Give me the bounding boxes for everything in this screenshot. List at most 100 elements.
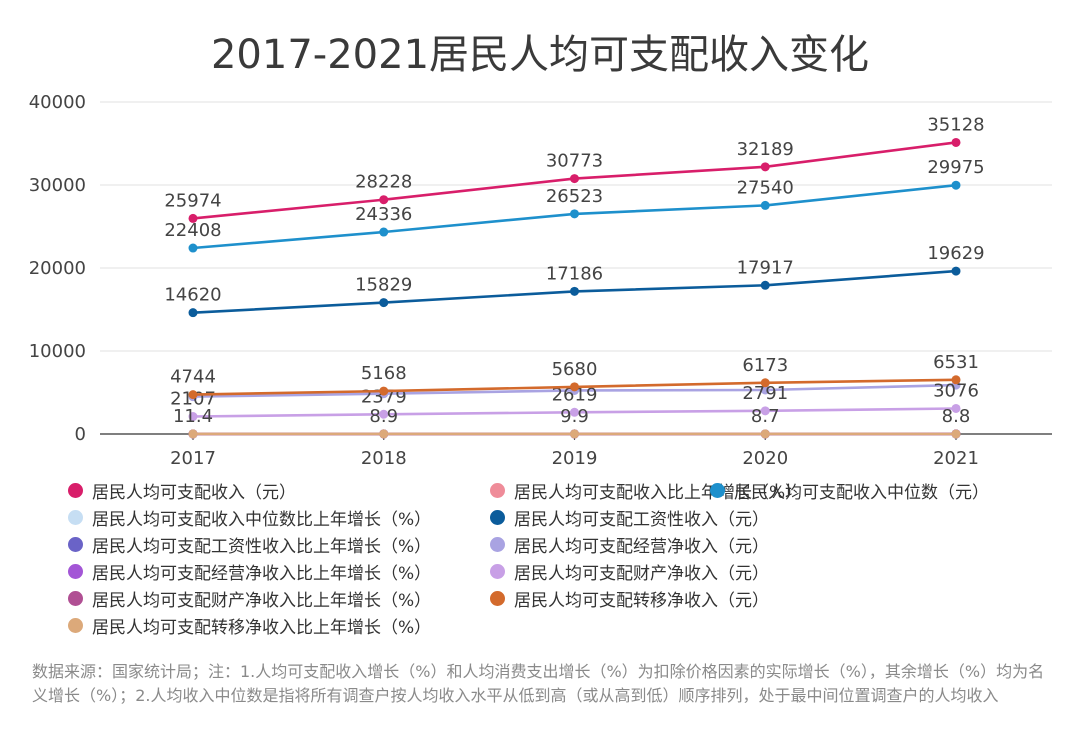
data-point [379,386,389,396]
legend-label: 居民人均可支配财产净收入比上年增长（%） [92,591,432,611]
legend-label: 居民人均可支配收入比上年增长（%） [514,483,803,503]
data-point [760,280,770,290]
legend-item: 居民人均可支配转移净收入（元） [490,586,769,611]
legend-label: 居民人均可支配工资性收入比上年增长（%） [92,537,432,557]
data-label: 15829 [355,275,412,296]
data-point [188,308,198,318]
data-label: 8.8 [942,406,971,427]
legend-swatch [68,564,83,579]
data-label: 24336 [355,204,412,225]
y-tick-label: 30000 [29,175,86,196]
data-label: 14620 [164,285,221,306]
data-point [570,382,579,392]
data-label: 2791 [742,383,788,404]
data-label: 19629 [927,243,984,264]
legend-swatch [490,483,505,498]
data-label: 25974 [164,190,221,211]
legend-label: 居民人均可支配收入中位数比上年增长（%） [92,510,432,530]
data-point [188,213,198,223]
data-point [188,390,198,400]
data-label: 17917 [737,257,794,278]
data-label: 26523 [546,186,603,207]
x-tick-label: 2018 [361,448,407,469]
y-tick-label: 40000 [29,92,86,113]
legend-item: 居民人均可支配收入中位数比上年增长（%） [68,505,431,530]
legend-item: 居民人均可支配财产净收入（元） [490,559,769,584]
legend-swatch [68,483,83,498]
legend-swatch [68,618,83,633]
data-point [951,180,961,190]
data-label: 22408 [164,220,221,241]
x-tick-label: 2017 [170,448,216,469]
legend-label: 居民人均可支配收入中位数（元） [734,483,989,503]
data-point [760,406,770,416]
legend-item: 居民人均可支配转移净收入比上年增长（%） [68,613,431,638]
data-point [760,429,770,439]
x-tick-label: 2019 [552,448,598,469]
data-label: 28228 [355,172,412,193]
data-point [188,412,198,422]
legend-item: 居民人均可支配经营净收入比上年增长（%） [68,559,431,584]
source-note: 数据来源：国家统计局；注：1.人均可支配收入增长（%）和人均消费支出增长（%）为… [32,662,1045,705]
data-label: 8.7 [751,406,780,427]
legend-label: 居民人均可支配经营净收入（元） [514,537,769,557]
legend-item: 居民人均可支配经营净收入（元） [490,532,769,557]
legend-item: 居民人均可支配收入中位数（元） [710,478,989,503]
data-point [379,429,389,439]
data-label: 8.9 [369,406,398,427]
legend-item: 居民人均可支配收入（元） [68,478,296,503]
data-label: 11.4 [173,406,213,427]
legend-item: 居民人均可支配收入比上年增长（%） [490,478,802,503]
data-label: 5680 [552,359,598,380]
legend-swatch [68,510,83,525]
y-tick-label: 10000 [29,341,86,362]
data-point [570,174,579,184]
legend-label: 居民人均可支配转移净收入比上年增长（%） [92,618,432,638]
legend-label: 居民人均可支配财产净收入（元） [514,564,769,584]
data-point [951,266,961,276]
data-point [760,378,770,388]
data-label: 5168 [361,363,407,384]
data-point [379,227,389,237]
legend-swatch [490,537,505,552]
legend-swatch [490,510,505,525]
legend-item: 居民人均可支配工资性收入比上年增长（%） [68,532,431,557]
data-label: 35128 [927,114,984,135]
legend-label: 居民人均可支配收入（元） [92,483,296,503]
data-label: 2619 [552,384,598,405]
legend-label: 居民人均可支配经营净收入比上年增长（%） [92,564,432,584]
data-point [379,195,389,205]
data-label: 3076 [933,380,979,401]
data-label: 17186 [546,263,603,284]
data-label: 4744 [170,367,216,388]
y-tick-label: 20000 [29,258,86,279]
chart-title: 2017-2021居民人均可支配收入变化 [210,32,870,78]
data-point [760,200,770,210]
data-point [570,429,579,439]
data-point [188,243,198,253]
y-tick-label: 0 [75,424,86,445]
data-point [188,429,198,439]
data-point [760,162,770,172]
legend-label: 居民人均可支配工资性收入（元） [514,510,769,530]
data-point [570,286,579,296]
line-chart: 0 10000 20000 30000 40000 2017 2018 2019 2020 202… [29,92,1052,469]
data-label: 6531 [933,352,979,373]
data-label: 29975 [927,157,984,178]
x-tick-label: 2021 [933,448,979,469]
legend-swatch [68,537,83,552]
data-label: 32189 [737,139,794,160]
data-point [379,298,389,308]
data-point [951,375,961,385]
data-point [760,385,770,395]
data-point [570,407,579,417]
data-label: 6173 [742,355,788,376]
legend-swatch [68,591,83,606]
data-label: 9.9 [560,406,589,427]
x-tick-label: 2020 [742,448,788,469]
data-point [379,409,389,419]
data-point [570,209,579,219]
data-label: 30773 [546,151,603,172]
legend-swatch [710,483,725,498]
data-label: 27540 [737,177,794,198]
